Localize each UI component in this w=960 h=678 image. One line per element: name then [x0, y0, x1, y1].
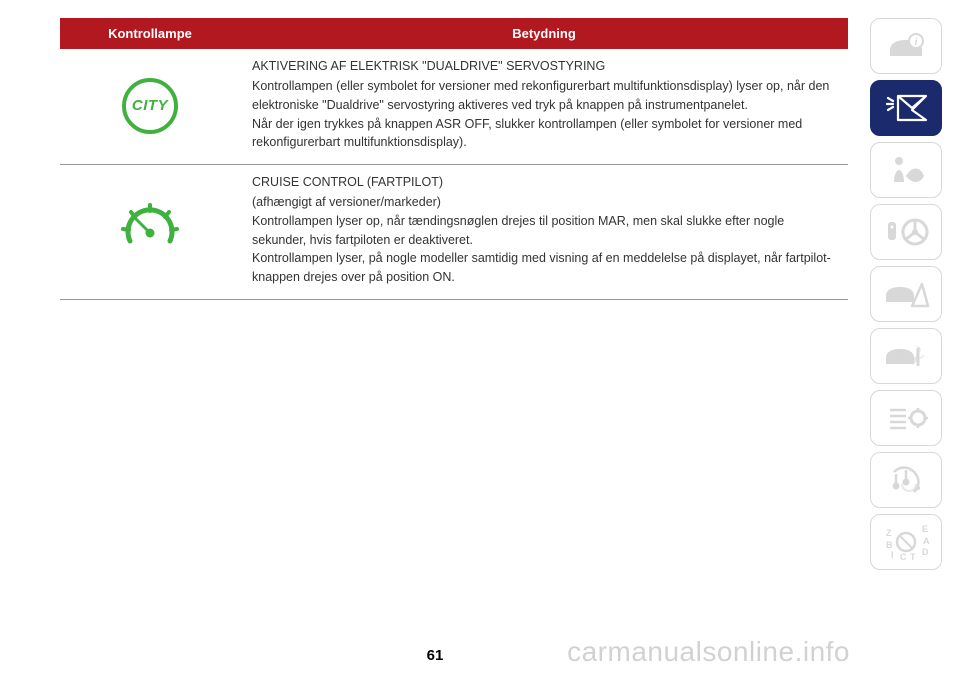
tab-settings[interactable] — [870, 390, 942, 446]
svg-text:I: I — [891, 550, 894, 560]
page-content: Kontrollampe Betydning CITY AKTIVERING A… — [0, 0, 870, 678]
col-header-lamp: Kontrollampe — [60, 18, 240, 49]
svg-text:A: A — [923, 536, 930, 546]
svg-text:D: D — [922, 547, 929, 557]
svg-text:B: B — [886, 540, 893, 550]
tab-emergency[interactable] — [870, 266, 942, 322]
city-icon-label: CITY — [132, 97, 168, 114]
svg-text:T: T — [910, 552, 916, 562]
col-header-meaning: Betydning — [240, 18, 848, 49]
tab-index[interactable]: E A D T C I B Z — [870, 514, 942, 570]
row-title: CRUISE CONTROL (FARTPILOT) — [252, 175, 836, 189]
tab-safety[interactable] — [870, 142, 942, 198]
tab-warning-lights[interactable] — [870, 80, 942, 136]
table-row: CRUISE CONTROL (FARTPILOT) (afhængigt af… — [60, 165, 848, 300]
svg-text:i: i — [915, 37, 918, 48]
warning-lights-table: Kontrollampe Betydning CITY AKTIVERING A… — [60, 18, 848, 300]
tab-maintenance[interactable] — [870, 328, 942, 384]
svg-text:C: C — [900, 552, 907, 562]
row-body: (afhængigt af versioner/markeder)Kontrol… — [252, 193, 836, 287]
row-title: AKTIVERING AF ELEKTRISK "DUALDRIVE" SERV… — [252, 59, 836, 73]
tab-keys-steering[interactable] — [870, 204, 942, 260]
page-number: 61 — [427, 647, 444, 664]
svg-text:Z: Z — [886, 528, 892, 538]
table-row: CITY AKTIVERING AF ELEKTRISK "DUALDRIVE"… — [60, 49, 848, 165]
row-body: Kontrollampen (eller symbolet for versio… — [252, 77, 836, 152]
city-dualdrive-icon: CITY — [122, 78, 178, 134]
tab-vehicle-info[interactable]: i — [870, 18, 942, 74]
cruise-control-icon — [118, 197, 182, 261]
tab-multimedia[interactable] — [870, 452, 942, 508]
watermark: carmanualsonline.info — [567, 636, 850, 668]
section-tabs: i — [870, 0, 960, 678]
svg-text:E: E — [922, 524, 928, 534]
